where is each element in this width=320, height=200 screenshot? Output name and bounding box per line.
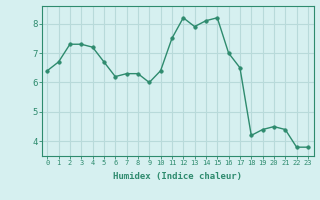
X-axis label: Humidex (Indice chaleur): Humidex (Indice chaleur) (113, 172, 242, 181)
